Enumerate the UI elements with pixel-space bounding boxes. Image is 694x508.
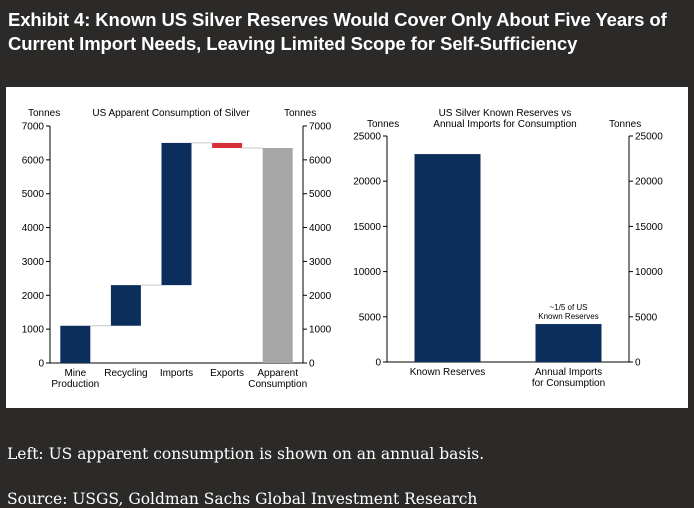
right-chart-title: US Silver Known Reserves vs bbox=[439, 108, 572, 119]
right-right-y-tick-label: 25000 bbox=[635, 132, 663, 143]
left-y-tick-label: 2000 bbox=[22, 291, 45, 302]
left-x-category-label: Production bbox=[51, 379, 99, 390]
left-y-tick-label: 1000 bbox=[22, 325, 45, 336]
right-right-y-tick-label: 15000 bbox=[635, 222, 663, 233]
left-right-y-tick-label: 3000 bbox=[309, 257, 332, 268]
right-right-y-tick-label: 20000 bbox=[635, 177, 663, 188]
left-chart-title: US Apparent Consumption of Silver bbox=[92, 108, 250, 119]
waterfall-bar bbox=[262, 148, 293, 363]
right-x-category-label: for Consumption bbox=[532, 378, 605, 389]
charts-canvas: US Apparent Consumption of Silver Tonnes T… bbox=[22, 108, 663, 390]
right-right-y-axis-label: Tonnes bbox=[609, 119, 641, 130]
left-right-y-axis-label: Tonnes bbox=[284, 108, 316, 119]
waterfall-bar bbox=[212, 142, 243, 149]
left-right-y-tick-label: 2000 bbox=[309, 291, 332, 302]
reserves-bar bbox=[535, 324, 602, 362]
left-right-y-tick-label: 7000 bbox=[309, 122, 332, 133]
left-right-y-tick-label: 5000 bbox=[309, 189, 332, 200]
right-chart-title: Annual Imports for Consumption bbox=[433, 119, 576, 130]
left-x-category-label: Apparent bbox=[257, 368, 298, 379]
imports-bar-annotation: Known Reserves bbox=[538, 312, 598, 321]
left-y-tick-label: 7000 bbox=[22, 122, 45, 133]
left-y-tick-label: 4000 bbox=[22, 223, 45, 234]
right-right-y-tick-label: 10000 bbox=[635, 267, 663, 278]
exhibit-title-line-2: Current Import Needs, Leaving Limited Sc… bbox=[8, 33, 578, 54]
right-y-tick-label: 10000 bbox=[353, 267, 381, 278]
left-x-category-label: Consumption bbox=[248, 379, 307, 390]
left-x-category-label: Imports bbox=[160, 368, 193, 379]
left-x-category-label: Exports bbox=[210, 368, 244, 379]
exhibit-title-line-1: Exhibit 4: Known US Silver Reserves Woul… bbox=[8, 9, 667, 30]
chart-panel: US Apparent Consumption of Silver Tonnes T… bbox=[6, 87, 688, 408]
left-right-y-tick-label: 6000 bbox=[309, 155, 332, 166]
left-y-tick-label: 6000 bbox=[22, 155, 45, 166]
left-x-category-label: Recycling bbox=[104, 368, 147, 379]
waterfall-bar bbox=[60, 325, 91, 363]
left-right-y-tick-label: 4000 bbox=[309, 223, 332, 234]
right-y-tick-label: 15000 bbox=[353, 222, 381, 233]
left-y-tick-label: 5000 bbox=[22, 189, 45, 200]
right-y-axis-label: Tonnes bbox=[367, 119, 399, 130]
reserves-bar bbox=[414, 154, 481, 362]
left-right-y-tick-label: 0 bbox=[309, 359, 315, 370]
right-y-tick-label: 20000 bbox=[353, 177, 381, 188]
imports-bar-annotation: ~1/5 of US bbox=[549, 303, 587, 312]
left-right-y-tick-label: 1000 bbox=[309, 325, 332, 336]
waterfall-bar bbox=[161, 142, 192, 286]
exhibit-title: Exhibit 4: Known US Silver Reserves Woul… bbox=[8, 8, 688, 56]
right-y-tick-label: 0 bbox=[375, 358, 381, 369]
right-x-category-label: Annual Imports bbox=[535, 367, 602, 378]
right-right-y-tick-label: 0 bbox=[635, 358, 641, 369]
left-y-tick-label: 3000 bbox=[22, 257, 45, 268]
right-x-category-label: Known Reserves bbox=[410, 367, 486, 378]
right-y-tick-label: 25000 bbox=[353, 132, 381, 143]
right-right-y-tick-label: 5000 bbox=[635, 312, 658, 323]
source-note: Source: USGS, Goldman Sachs Global Inves… bbox=[7, 490, 478, 508]
footnote: Left: US apparent consumption is shown o… bbox=[7, 445, 485, 463]
right-y-tick-label: 5000 bbox=[359, 312, 382, 323]
left-y-tick-label: 0 bbox=[38, 359, 44, 370]
waterfall-bar bbox=[110, 285, 141, 326]
left-y-axis-label: Tonnes bbox=[28, 108, 60, 119]
left-x-category-label: Mine bbox=[64, 368, 86, 379]
